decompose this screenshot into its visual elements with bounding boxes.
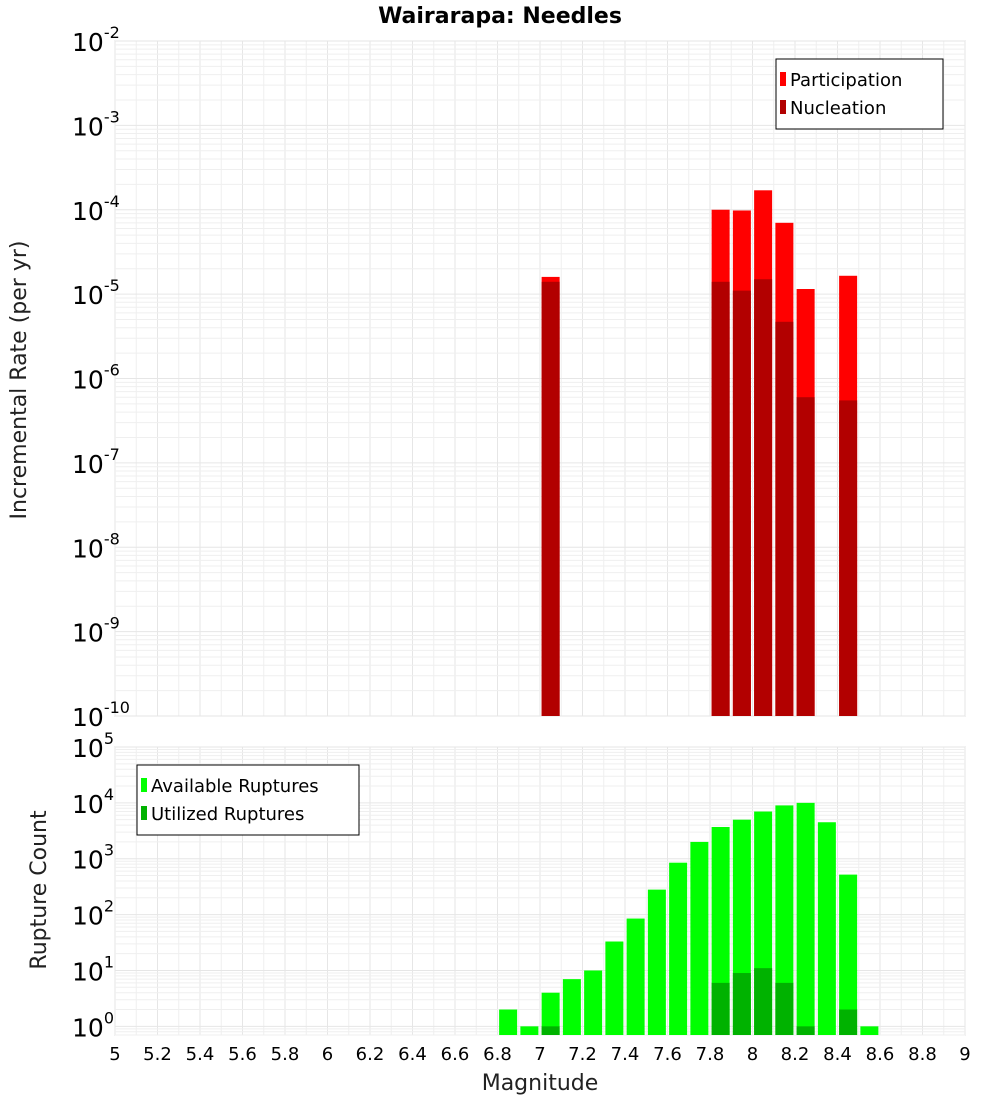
top-y-axis-label: Incremental Rate (per yr) — [7, 241, 32, 520]
utilized-ruptures-bar — [754, 968, 773, 1035]
y-tick-label: 102 — [72, 897, 114, 931]
legend-entry: Utilized Ruptures — [151, 804, 304, 825]
x-axis-label: Magnitude — [482, 1071, 599, 1096]
available-ruptures-bar — [647, 889, 666, 1035]
y-tick-label: 10-7 — [72, 445, 120, 479]
x-tick-label: 8.2 — [781, 1044, 810, 1065]
rate-panel: 10-10 10-9 10-8 10-7 10-6 10-5 10-4 10-3 10-2 Par… — [72, 23, 966, 732]
y-tick-label: 10-8 — [72, 529, 120, 563]
x-tick-label: 5.6 — [228, 1044, 257, 1065]
legend-swatch — [780, 100, 786, 114]
available-ruptures-bar — [499, 1009, 518, 1035]
legend-swatch — [141, 778, 147, 792]
x-tick-label: 8.4 — [823, 1044, 852, 1065]
x-tick-label: 8 — [747, 1044, 758, 1065]
x-tick-label: 6.6 — [441, 1044, 470, 1065]
y-tick-label: 104 — [72, 785, 114, 819]
available-ruptures-bar — [584, 970, 603, 1035]
available-ruptures-bar — [839, 874, 858, 1035]
nucleation-bar — [541, 281, 560, 716]
utilized-ruptures-bar — [732, 973, 751, 1035]
x-tick-label: 7.4 — [611, 1044, 640, 1065]
y-tick-label: 10-4 — [72, 192, 120, 226]
x-tick-label: 5.2 — [143, 1044, 172, 1065]
available-ruptures-bar — [605, 941, 624, 1035]
x-tick-label: 9 — [959, 1044, 970, 1065]
y-tick-label: 10-2 — [72, 23, 120, 57]
available-ruptures-bar — [775, 805, 794, 1035]
y-tick-label: 10-9 — [72, 614, 120, 648]
utilized-ruptures-bar — [711, 982, 730, 1035]
x-tick-label: 7 — [534, 1044, 545, 1065]
legend — [775, 58, 944, 130]
nucleation-bar — [839, 400, 858, 716]
available-ruptures-bar — [562, 979, 581, 1035]
available-ruptures-bar — [541, 992, 560, 1035]
nucleation-bar — [796, 397, 815, 716]
y-tick-label: 10-5 — [72, 276, 120, 310]
x-tick-label: 6.2 — [356, 1044, 385, 1065]
x-tick-label: 7.6 — [653, 1044, 682, 1065]
bottom-y-axis-label: Rupture Count — [27, 810, 52, 970]
y-tick-label: 10-6 — [72, 361, 120, 395]
y-tick-label: 105 — [72, 729, 114, 763]
available-ruptures-bar — [690, 841, 709, 1035]
nucleation-bar — [732, 290, 751, 716]
x-tick-label: 8.8 — [908, 1044, 937, 1065]
x-tick-label: 5 — [109, 1044, 120, 1065]
legend-entry: Available Ruptures — [151, 776, 319, 797]
rupture-count-panel: 100 101 102 103 104 105 Available Ruptures Util… — [72, 729, 971, 1065]
nucleation-bar — [754, 279, 773, 716]
x-tick-label: 8.6 — [866, 1044, 895, 1065]
nucleation-bar — [775, 321, 794, 716]
y-tick-label: 100 — [72, 1008, 114, 1042]
utilized-ruptures-bar — [839, 1009, 858, 1035]
legend — [136, 764, 360, 836]
x-tick-label: 6 — [322, 1044, 333, 1065]
y-tick-label: 103 — [72, 841, 114, 875]
available-ruptures-bar — [520, 1026, 539, 1035]
chart-title: Wairarapa: Needles — [378, 4, 622, 29]
utilized-ruptures-bar — [541, 1026, 560, 1035]
available-ruptures-bar — [796, 802, 815, 1035]
utilized-ruptures-bar — [796, 1026, 815, 1035]
legend-entry: Participation — [790, 70, 902, 91]
x-tick-label: 7.2 — [568, 1044, 597, 1065]
x-tick-label: 6.4 — [398, 1044, 427, 1065]
nucleation-bar — [711, 281, 730, 716]
legend-entry: Nucleation — [790, 98, 886, 119]
y-tick-label: 10-10 — [72, 698, 130, 732]
available-ruptures-bar — [626, 918, 645, 1035]
x-tick-label: 5.4 — [186, 1044, 215, 1065]
y-tick-label: 101 — [72, 952, 114, 986]
available-ruptures-bar — [860, 1026, 879, 1035]
available-ruptures-bar — [817, 822, 836, 1035]
x-tick-label: 5.8 — [271, 1044, 300, 1065]
utilized-ruptures-bar — [775, 982, 794, 1035]
legend-swatch — [780, 72, 786, 86]
x-tick-label: 7.8 — [696, 1044, 725, 1065]
available-ruptures-bar — [669, 862, 688, 1035]
y-tick-label: 10-3 — [72, 107, 120, 141]
x-tick-label: 6.8 — [483, 1044, 512, 1065]
legend-swatch — [141, 806, 147, 820]
